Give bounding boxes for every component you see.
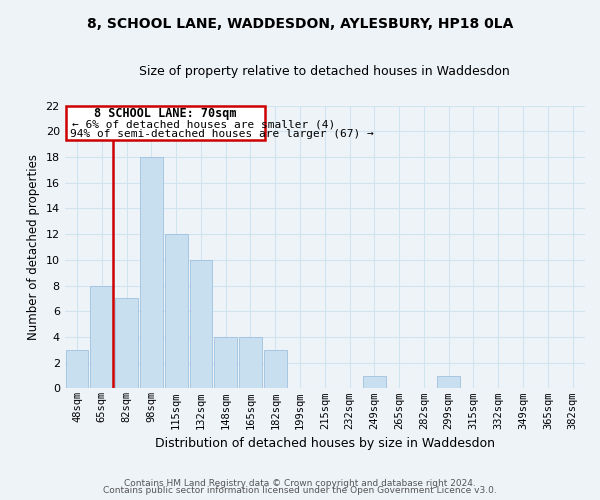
Text: 8, SCHOOL LANE, WADDESDON, AYLESBURY, HP18 0LA: 8, SCHOOL LANE, WADDESDON, AYLESBURY, HP… (87, 18, 513, 32)
Title: Size of property relative to detached houses in Waddesdon: Size of property relative to detached ho… (139, 65, 510, 78)
Y-axis label: Number of detached properties: Number of detached properties (27, 154, 40, 340)
Bar (190, 260, 212, 388)
Bar (91, 286, 113, 389)
FancyBboxPatch shape (66, 106, 265, 140)
Text: Contains public sector information licensed under the Open Government Licence v3: Contains public sector information licen… (103, 486, 497, 495)
Bar (214, 337, 237, 388)
Bar (264, 350, 287, 389)
Bar (140, 157, 163, 388)
Bar (239, 337, 262, 388)
Text: 94% of semi-detached houses are larger (67) →: 94% of semi-detached houses are larger (… (70, 129, 373, 139)
Bar (363, 376, 386, 388)
X-axis label: Distribution of detached houses by size in Waddesdon: Distribution of detached houses by size … (155, 437, 495, 450)
Bar (115, 298, 138, 388)
Bar (165, 234, 188, 388)
Text: 8 SCHOOL LANE: 70sqm: 8 SCHOOL LANE: 70sqm (94, 107, 237, 120)
Bar (65, 350, 88, 389)
Bar (437, 376, 460, 388)
Text: Contains HM Land Registry data © Crown copyright and database right 2024.: Contains HM Land Registry data © Crown c… (124, 478, 476, 488)
Text: ← 6% of detached houses are smaller (4): ← 6% of detached houses are smaller (4) (72, 119, 335, 129)
